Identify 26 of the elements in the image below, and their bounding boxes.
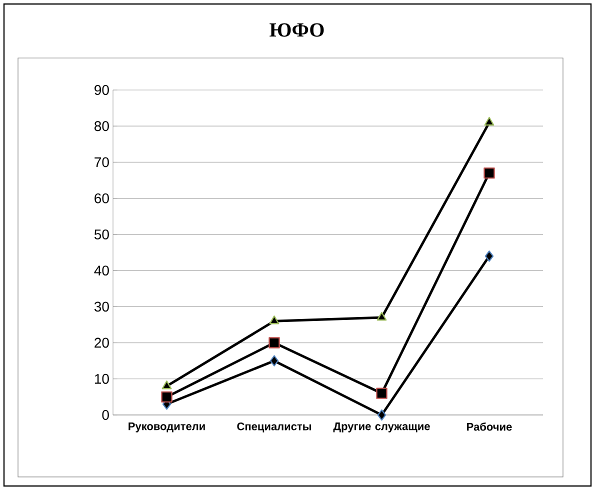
x-tick-label: Руководители: [128, 422, 205, 432]
y-tick-label: 30: [94, 302, 109, 312]
point: [270, 355, 279, 366]
y-tick-label: 50: [94, 229, 109, 240]
y-tick-label: 10: [94, 374, 109, 384]
y-tick-label: 80: [94, 121, 109, 132]
x-tick-label: Специалисты: [237, 422, 311, 432]
point: [377, 409, 386, 421]
y-tick-label: 60: [94, 193, 109, 204]
y-tick-label: 0: [102, 410, 109, 420]
point: [269, 316, 280, 324]
point: [484, 167, 495, 179]
point: [161, 391, 172, 403]
y-tick-label: 40: [94, 266, 109, 276]
chart-title: ЮФО: [270, 23, 324, 37]
x-tick-label: Рабочие: [467, 422, 512, 431]
y-tick-label: 90: [94, 85, 109, 95]
x-tick-label: Другие служащие: [333, 422, 430, 432]
y-tick-label: 20: [94, 338, 109, 348]
point: [376, 388, 388, 399]
point: [484, 250, 494, 262]
point: [162, 380, 172, 390]
point: [484, 116, 494, 126]
point: [376, 312, 387, 321]
point: [268, 337, 280, 348]
y-tick-label: 70: [94, 157, 109, 168]
